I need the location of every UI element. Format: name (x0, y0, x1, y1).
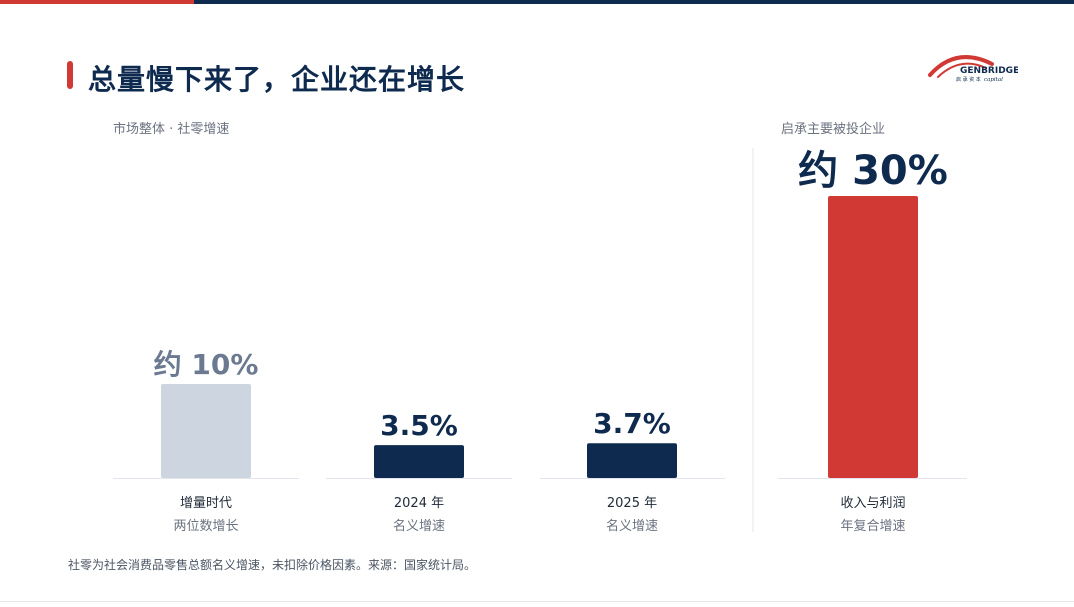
data-label-3: 3.7% (593, 407, 671, 440)
subcategory-label-1: 两位数增长 (173, 519, 238, 534)
logo-sub-en: capital (984, 77, 1003, 83)
top-accent-bar-red (0, 0, 194, 4)
subcategory-label-2: 名义增速 (393, 518, 445, 534)
subcategory-label-3: 名义增速 (606, 518, 658, 534)
bar-2 (374, 445, 464, 478)
bar-4 (828, 196, 918, 478)
category-label-3: 2025 年 (607, 496, 657, 511)
category-label-1: 增量时代 (180, 496, 232, 511)
genbridge-logo: GENBRIDGE 启 承 资 本 capital (926, 48, 1019, 86)
logo-wordmark: GENBRIDGE (960, 66, 1018, 76)
top-accent-bar-navy (194, 0, 1074, 4)
bar-1 (161, 384, 251, 478)
data-label-4: 约 30% (798, 148, 948, 194)
data-label-2: 3.5% (380, 409, 458, 442)
bridge-arc-icon: GENBRIDGE 启 承 资 本 capital (928, 55, 1019, 83)
subcategory-label-4: 年复合增速 (840, 519, 905, 534)
data-label-1: 约 10% (154, 348, 259, 381)
page-title: 总量慢下来了，企业还在增长 (88, 63, 466, 96)
title-accent-mark (67, 61, 73, 89)
category-label-4: 收入与利润 (840, 496, 905, 511)
market-section-label: 市场整体 · 社零增速 (113, 122, 230, 137)
bar-3 (587, 443, 677, 478)
logo-sub-cn: 启 承 资 本 (956, 76, 981, 83)
portfolio-section-label: 启承主要被投企业 (781, 122, 886, 137)
bottom-rule (0, 601, 1074, 602)
footnote: 社零为社会消费品零售总额名义增速，未扣除价格因素。来源：国家统计局。 (68, 558, 477, 572)
category-label-2: 2024 年 (394, 496, 444, 511)
